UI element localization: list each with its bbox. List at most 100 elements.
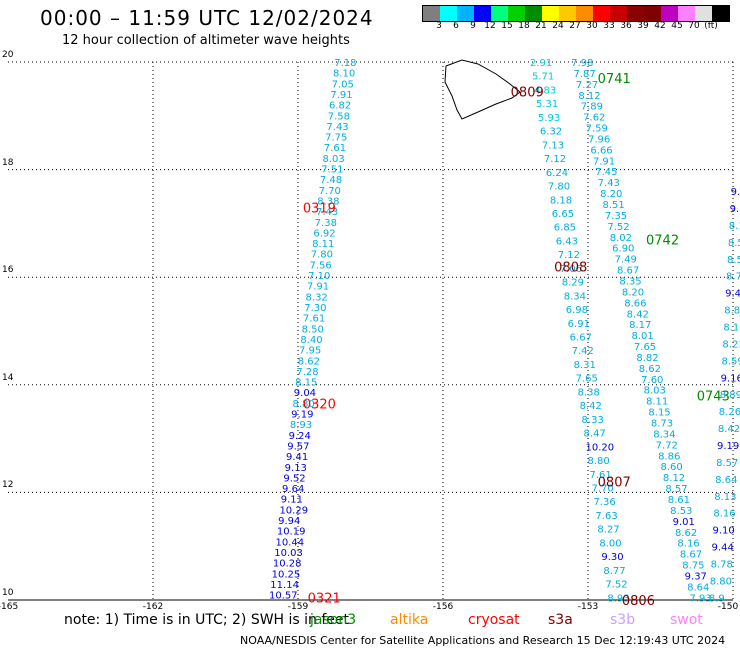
wave-height-value: 6.82 [329, 101, 351, 112]
wave-height-value: 8.73 [651, 419, 673, 430]
wave-height-value: 8.80 [588, 456, 610, 467]
wave-height-value: 8.32 [306, 292, 328, 303]
wave-height-value: 9.01 [673, 517, 695, 528]
wave-height-value: 7.59 [586, 124, 608, 135]
longitude-tick-label: -156 [432, 602, 454, 612]
color-swatch [712, 6, 729, 21]
wave-height-value: 8.16 [713, 509, 735, 520]
latitude-tick-label: 14 [2, 372, 14, 383]
color-swatch [474, 6, 491, 21]
wave-height-value: 5.93 [538, 113, 560, 124]
wave-height-value: 7.80 [548, 182, 570, 193]
pass-time-label: 0809 [511, 86, 544, 101]
wave-height-value: 8.42 [580, 401, 602, 412]
wave-height-value: 4.83 [534, 85, 556, 96]
wave-height-value: 7.45 [595, 167, 617, 178]
color-swatch [695, 6, 712, 21]
wave-height-value: 9.52 [283, 473, 305, 484]
wave-height-value: 6.32 [540, 127, 562, 138]
wave-height-value: 8.78 [711, 559, 733, 570]
latitude-tick-label: 18 [2, 157, 14, 168]
wave-height-value: 9.16 [721, 373, 740, 384]
wave-height-value: 9.44 [712, 543, 734, 554]
page-subtitle: 12 hour collection of altimeter wave hei… [62, 33, 350, 48]
wave-height-value: 9.04 [294, 388, 316, 399]
wave-height-value: 8.38 [578, 387, 600, 398]
color-swatch [508, 6, 525, 21]
wave-height-value: 8.62 [639, 364, 661, 375]
wave-height-value: 5.71 [532, 72, 554, 83]
page-title: 00:00 – 11:59 UTC 12/02/2024 [40, 6, 374, 30]
color-swatch [440, 6, 457, 21]
wave-height-value: 10.03 [274, 548, 303, 559]
wave-height-value: 7.56 [309, 260, 331, 271]
wave-height-value: 10.20 [586, 442, 615, 453]
wave-height-value: 7.52 [605, 580, 627, 591]
wave-height-value: 7.12 [544, 154, 566, 165]
wave-height-value: 8.34 [564, 291, 586, 302]
wave-height-value: 7.75 [325, 133, 347, 144]
wave-height-value: 8.27 [597, 525, 619, 536]
wave-height-value: 7.36 [593, 497, 615, 508]
color-scale-label: 27 [569, 21, 581, 31]
wave-height-value: 8.01 [632, 331, 654, 342]
satellite-legend-cryosat: cryosat [468, 612, 520, 628]
wave-height-value: 6.66 [590, 145, 612, 156]
color-scale-label: 39 [637, 21, 649, 31]
color-scale-label: 70 [688, 21, 700, 31]
wave-height-value: 9.4 [731, 187, 740, 198]
wave-height-value: 6.65 [552, 209, 574, 220]
wave-height-value: 7.70 [319, 186, 341, 197]
pass-time-label: 0807 [598, 476, 631, 491]
wave-height-value: 7.06 [560, 264, 582, 275]
wave-height-value: 7.62 [583, 113, 605, 124]
wave-height-value: 8.20 [622, 287, 644, 298]
wave-height-value: 7.60 [641, 375, 663, 386]
wave-height-value: 7.30 [304, 303, 326, 314]
wave-height-value: 7.91 [307, 282, 329, 293]
wave-height-value: 8.89 [720, 390, 740, 401]
wave-height-value: 9.94 [278, 516, 300, 527]
wave-height-value: 8.23 [722, 339, 740, 350]
wave-height-value: 8.64 [687, 582, 709, 593]
wave-height-value: 8.38 [317, 196, 339, 207]
longitude-tick-label: -159 [287, 602, 309, 612]
color-swatch [542, 6, 559, 21]
longitude-tick-label: -162 [142, 602, 164, 612]
satellite-legend: jason3 altika cryosat s3a s3b swot [0, 612, 740, 632]
wave-height-value: 7.48 [320, 175, 342, 186]
wave-height-value: 7.65 [576, 374, 598, 385]
wave-height-value: 8.51 [727, 255, 740, 266]
wave-height-value: 7.27 [576, 80, 598, 91]
wave-height-value: 8.47 [584, 429, 606, 440]
time-note: note: 1) Time is in UTC; 2) SWH is in fe… [64, 612, 350, 628]
wave-height-value: 8.12 [578, 91, 600, 102]
wave-height-value: 8.67 [680, 550, 702, 561]
color-swatch [525, 6, 542, 21]
wave-height-value: 6.24 [546, 168, 568, 179]
wave-height-value: 10.19 [277, 527, 306, 538]
wave-height-value: 7.42 [572, 346, 594, 357]
wave-height-value: 10.29 [279, 505, 308, 516]
wave-height-value: 8.53 [670, 506, 692, 517]
color-scale-labels: 3 6 9 12 15 18 21 24 27 30 33 36 39 42 45 70 (ft) [422, 21, 732, 33]
island-outline [444, 59, 521, 120]
pass-time-label: 0806 [622, 594, 655, 609]
color-scale-label: 12 [484, 21, 496, 31]
color-scale-label: 42 [654, 21, 666, 31]
wave-height-value: 8.80 [710, 576, 732, 587]
wave-height-value: 6.92 [313, 228, 335, 239]
wave-height-value: 8.5 [728, 238, 740, 249]
wave-height-value: 7.61 [324, 143, 346, 154]
wave-height-value: 7.05 [332, 79, 354, 90]
wave-height-value: 8.17 [629, 320, 651, 331]
color-swatch [491, 6, 508, 21]
color-swatch [627, 6, 644, 21]
wave-height-value: 8.75 [682, 561, 704, 572]
wave-height-value: 7.51 [321, 165, 343, 176]
wave-height-value: 11.14 [270, 580, 299, 591]
wave-height-value: 9.41 [286, 452, 308, 463]
wave-height-value: 10.57 [269, 591, 298, 602]
wave-height-value: 8.51 [603, 200, 625, 211]
color-swatch [576, 6, 593, 21]
